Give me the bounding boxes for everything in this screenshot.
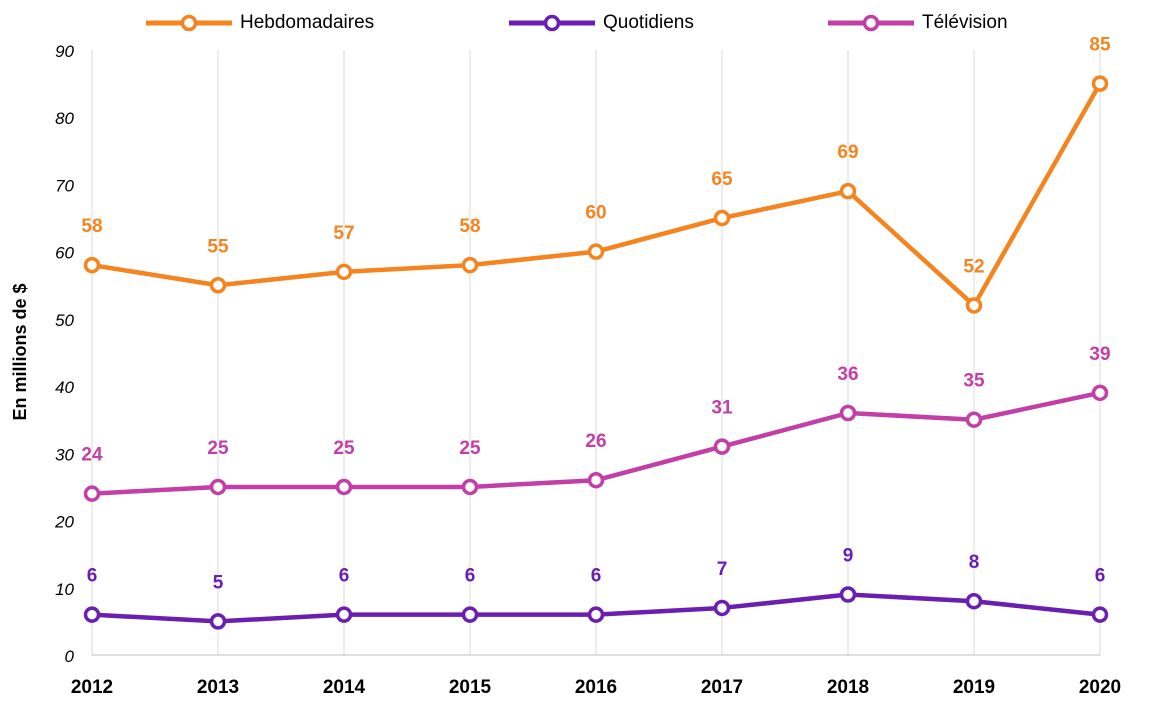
- data-label-quotidiens-2014: 6: [339, 566, 350, 587]
- y-tick-label-20: 20: [54, 513, 74, 532]
- point-hebdomadaires-2019: [965, 297, 983, 314]
- data-label-television-2020: 39: [1089, 344, 1110, 365]
- legend-label-quotidiens: Quotidiens: [603, 12, 694, 33]
- point-hebdomadaires-2017: [713, 209, 731, 227]
- data-label-quotidiens-2013: 5: [213, 572, 224, 593]
- y-tick-label-80: 80: [55, 109, 74, 128]
- data-label-quotidiens-2017: 7: [717, 559, 728, 580]
- x-tick-label-2012: 2012: [71, 677, 113, 698]
- x-tick-label-2018: 2018: [827, 677, 869, 698]
- data-label-hebdomadaires-2020: 85: [1089, 35, 1111, 56]
- y-tick-label-40: 40: [55, 378, 74, 397]
- point-quotidiens-2014: [335, 606, 353, 623]
- y-tick-label-70: 70: [55, 176, 74, 195]
- point-television-2014: [335, 478, 353, 496]
- legend-label-television: Télévision: [922, 12, 1008, 33]
- legend-item-hebdomadaires: Hebdomadaires: [146, 8, 374, 38]
- x-tick-label-2013: 2013: [197, 677, 239, 698]
- data-label-television-2013: 25: [207, 438, 229, 459]
- point-hebdomadaires-2016: [587, 243, 605, 260]
- y-tick-label-0: 0: [65, 647, 75, 666]
- data-label-quotidiens-2015: 6: [465, 566, 476, 587]
- y-tick-label-50: 50: [55, 311, 74, 330]
- point-quotidiens-2020: [1091, 606, 1109, 623]
- point-television-2016: [587, 471, 605, 489]
- legend-item-quotidiens: Quotidiens: [509, 8, 694, 38]
- data-label-television-2012: 24: [81, 445, 103, 466]
- legend-swatch-hebdomadaires: [146, 14, 232, 32]
- y-tick-label-90: 90: [55, 42, 74, 61]
- point-hebdomadaires-2012: [83, 256, 101, 274]
- y-tick-label-60: 60: [55, 244, 74, 263]
- point-hebdomadaires-2020: [1091, 75, 1109, 92]
- data-label-hebdomadaires-2015: 58: [459, 216, 480, 237]
- data-label-quotidiens-2019: 8: [969, 552, 980, 573]
- point-quotidiens-2018: [839, 586, 857, 603]
- series-layer: [83, 75, 1109, 630]
- data-label-quotidiens-2018: 9: [843, 546, 854, 567]
- point-quotidiens-2015: [461, 606, 479, 623]
- point-quotidiens-2017: [713, 599, 731, 617]
- y-tick-label-30: 30: [55, 445, 74, 464]
- data-label-television-2018: 36: [837, 364, 858, 385]
- point-television-2019: [965, 411, 983, 428]
- x-tick-label-2019: 2019: [953, 677, 995, 698]
- legend-item-television: Télévision: [828, 8, 1008, 38]
- x-tick-label-2016: 2016: [575, 677, 617, 698]
- data-label-quotidiens-2012: 6: [87, 566, 98, 587]
- point-television-2020: [1091, 384, 1109, 402]
- legend-label-hebdomadaires: Hebdomadaires: [240, 12, 375, 33]
- point-television-2018: [839, 404, 857, 422]
- point-quotidiens-2013: [209, 613, 227, 630]
- point-hebdomadaires-2018: [839, 182, 857, 200]
- data-label-hebdomadaires-2018: 69: [837, 142, 858, 163]
- data-label-television-2015: 25: [459, 438, 481, 459]
- data-label-television-2016: 26: [585, 431, 606, 452]
- point-hebdomadaires-2015: [461, 256, 479, 274]
- data-label-hebdomadaires-2014: 57: [333, 223, 354, 244]
- x-tick-label-2015: 2015: [449, 677, 492, 698]
- axes: 0 10 20 30 40 50 60 70 80 90 2012 2013 2014 2015 2016 2…: [54, 42, 1121, 698]
- data-label-hebdomadaires-2012: 58: [81, 216, 102, 237]
- gridlines: [91, 50, 1101, 655]
- data-label-television-2014: 25: [333, 438, 355, 459]
- x-tick-label-2020: 2020: [1079, 677, 1121, 698]
- data-label-quotidiens-2020: 6: [1095, 566, 1106, 587]
- point-quotidiens-2012: [83, 606, 101, 623]
- data-label-hebdomadaires-2017: 65: [711, 169, 733, 190]
- point-quotidiens-2019: [965, 592, 983, 610]
- point-hebdomadaires-2014: [335, 263, 353, 281]
- point-hebdomadaires-2013: [209, 277, 227, 294]
- data-label-hebdomadaires-2013: 55: [207, 236, 229, 257]
- y-tick-label-10: 10: [55, 580, 74, 599]
- data-label-television-2019: 35: [963, 371, 985, 392]
- point-television-2012: [83, 485, 101, 502]
- legend-swatch-quotidiens: [509, 14, 595, 32]
- x-tick-label-2014: 2014: [323, 677, 366, 698]
- point-quotidiens-2016: [587, 606, 605, 623]
- data-label-hebdomadaires-2019: 52: [963, 256, 984, 277]
- x-tick-label-2017: 2017: [701, 677, 743, 698]
- data-label-quotidiens-2016: 6: [591, 566, 602, 587]
- data-label-hebdomadaires-2016: 60: [585, 203, 606, 224]
- legend-swatch-television: [828, 14, 914, 32]
- point-television-2013: [209, 478, 227, 496]
- data-label-television-2017: 31: [711, 398, 733, 419]
- point-television-2015: [461, 478, 479, 496]
- point-television-2017: [713, 438, 731, 455]
